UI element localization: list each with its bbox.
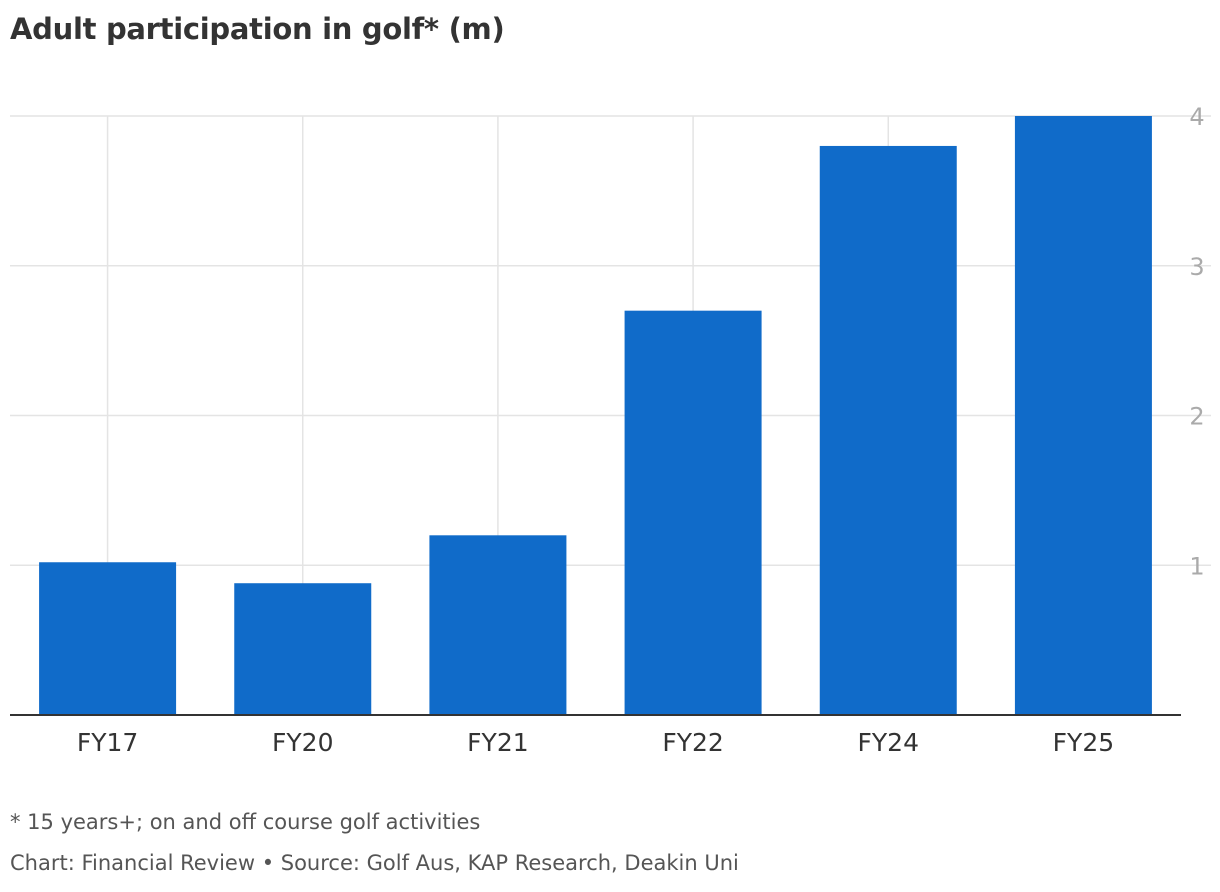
y-tick-label: 2 (1189, 403, 1204, 431)
bars (39, 116, 1152, 715)
bar-fy17 (39, 562, 177, 715)
footnote: * 15 years+; on and off course golf acti… (10, 810, 481, 834)
bar-fy25 (1014, 116, 1152, 715)
x-tick-label: FY17 (77, 728, 138, 757)
y-tick-label: 4 (1189, 103, 1204, 131)
horizontal-gridlines (10, 115, 1211, 566)
x-axis-ticks: FY17 FY20 FY21 FY22 FY24 FY25 (77, 728, 1114, 757)
y-tick-label: 3 (1189, 253, 1204, 281)
x-tick-label: FY22 (662, 728, 723, 757)
bar-fy21 (429, 535, 567, 715)
chart-title: Adult participation in golf* (m) (10, 12, 505, 46)
y-tick-label: 1 (1189, 552, 1204, 580)
y-axis-ticks: 1 2 3 4 (1189, 103, 1204, 580)
x-tick-label: FY25 (1053, 728, 1114, 757)
x-tick-label: FY24 (858, 728, 919, 757)
bar-fy20 (234, 583, 372, 715)
x-tick-label: FY20 (272, 728, 333, 757)
x-tick-label: FY21 (467, 728, 528, 757)
source-credit: Chart: Financial Review • Source: Golf A… (10, 851, 739, 875)
bar-fy22 (624, 310, 762, 715)
bar-fy24 (819, 145, 957, 715)
